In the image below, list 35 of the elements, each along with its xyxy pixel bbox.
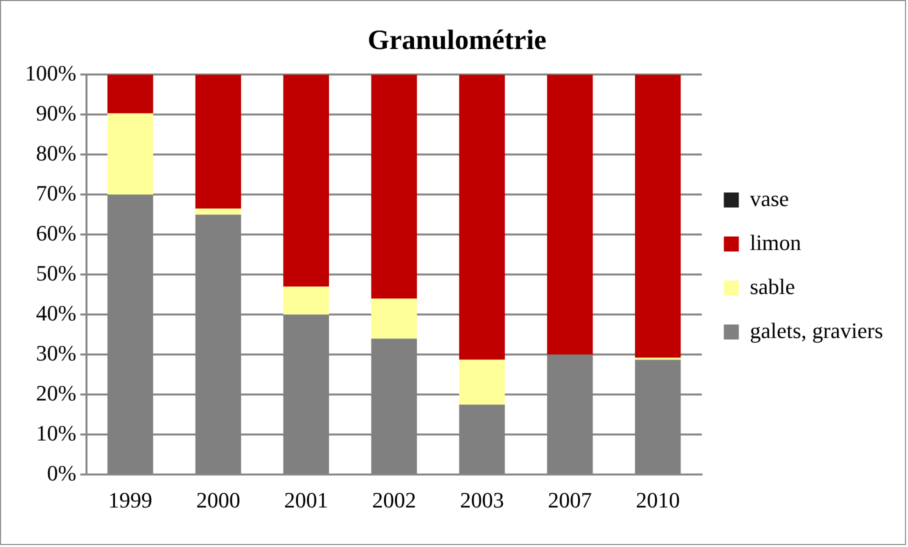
chart-title: Granulométrie xyxy=(368,25,546,56)
bar xyxy=(283,74,330,287)
bar xyxy=(459,360,505,405)
legend-label: vase xyxy=(750,186,789,211)
y-tick-label: 10% xyxy=(36,420,76,446)
y-tick-label: 20% xyxy=(36,380,76,406)
x-tick-label: 2002 xyxy=(372,488,416,513)
bar xyxy=(195,208,242,215)
x-tick-label: 1999 xyxy=(108,488,152,513)
legend-label: limon xyxy=(750,230,802,255)
y-tick-label: 40% xyxy=(36,300,76,326)
y-tick-label: 90% xyxy=(36,100,76,126)
y-tick-label: 80% xyxy=(36,140,76,166)
x-tick-label: 2000 xyxy=(196,488,240,513)
bar xyxy=(635,74,681,358)
legend-label: galets, graviers xyxy=(750,318,883,343)
bar xyxy=(371,298,417,339)
bar xyxy=(107,113,154,195)
y-tick-label: 60% xyxy=(36,220,76,246)
y-tick-label: 0% xyxy=(47,460,76,486)
bar xyxy=(547,74,593,355)
x-tick-label: 2003 xyxy=(460,488,504,513)
bar xyxy=(195,74,242,209)
bar xyxy=(107,74,154,114)
y-tick-label: 30% xyxy=(36,340,76,366)
y-tick-label: 50% xyxy=(36,260,76,286)
bar xyxy=(371,74,417,299)
x-tick-label: 2007 xyxy=(548,488,592,513)
x-tick-label: 2010 xyxy=(636,488,680,513)
x-tick-label: 2001 xyxy=(284,488,328,513)
legend-label: sable xyxy=(750,274,796,299)
y-tick-label: 70% xyxy=(36,180,76,206)
bar xyxy=(459,74,505,360)
y-tick-label: 100% xyxy=(25,60,76,86)
bar xyxy=(283,286,330,315)
